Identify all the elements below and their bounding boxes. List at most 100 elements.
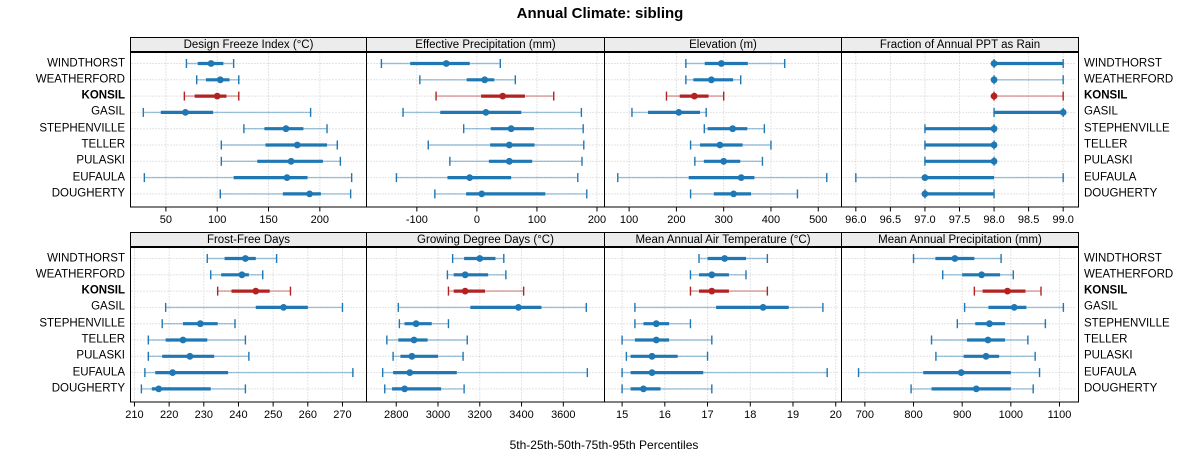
row-label-right-eufaula: EUFAULA xyxy=(1084,365,1137,378)
panel-title: Mean Annual Precipitation (mm) xyxy=(878,233,1042,246)
tick-label: 0 xyxy=(474,214,480,226)
errorbar-gasil xyxy=(397,302,587,312)
errorbar-teller xyxy=(147,335,247,345)
row-label-right-konsil: KONSIL xyxy=(1084,89,1128,102)
errorbar-gasil xyxy=(142,107,312,117)
errorbar-gasil xyxy=(963,302,1065,312)
errorbar-stephenville xyxy=(703,124,766,134)
row-label-left-weatherford: WEATHERFORD xyxy=(35,73,125,86)
row-label-right-teller: TELLER xyxy=(1084,138,1128,151)
panel-strip-mean-annual-air-temperature-c: Mean Annual Air Temperature (°C) xyxy=(604,232,842,247)
panel-plot-elevation-m: 100 200 300 400 500 xyxy=(604,52,842,226)
errorbar-windthorst xyxy=(185,59,235,68)
errorbar-gasil xyxy=(631,107,707,117)
tick-label: 500 xyxy=(809,214,827,226)
errorbar-gasil xyxy=(634,302,824,312)
errorbar-stephenville xyxy=(924,124,998,134)
row-label-right-weatherford: WEATHERFORD xyxy=(1084,73,1174,86)
row-label-right-dougherty: DOUGHERTY xyxy=(1084,382,1158,395)
errorbar-pulaski xyxy=(220,156,342,166)
row-label-right-windthorst: WINDTHORST xyxy=(1084,251,1162,264)
errorbar-konsil xyxy=(435,91,555,101)
errorbar-eufaula xyxy=(144,368,354,378)
tick-label: 400 xyxy=(762,214,780,226)
percentiles-caption: 5th-25th-50th-75th-95th Percentiles xyxy=(509,438,699,452)
errorbar-pulaski xyxy=(694,156,764,166)
errorbar-weatherford xyxy=(446,270,507,280)
errorbar-stephenville xyxy=(956,319,1047,329)
row-label-right-pulaski: PULASKI xyxy=(1084,349,1133,362)
row-label-left-konsil: KONSIL xyxy=(81,284,125,297)
panel-title: Mean Annual Air Temperature (°C) xyxy=(635,233,811,246)
panel-title: Design Freeze Index (°C) xyxy=(183,38,314,51)
errorbar-dougherty xyxy=(689,189,799,199)
row-label-left-weatherford: WEATHERFORD xyxy=(35,268,125,281)
tick-label: 230 xyxy=(195,409,213,421)
errorbar-konsil xyxy=(665,91,725,101)
panel-strip-fraction-of-annual-ppt-as-rain: Fraction of Annual PPT as Rain xyxy=(841,37,1079,52)
panel-plot-mean-annual-precipitation-mm: 700 800 900 1000 1100 xyxy=(841,247,1079,421)
tick-label: 18 xyxy=(744,409,756,421)
tick-label: 240 xyxy=(229,409,247,421)
row-label-right-gasil: GASIL xyxy=(1084,300,1118,313)
row-label-right-pulaski: PULASKI xyxy=(1084,154,1133,167)
row-label-left-windthorst: WINDTHORST xyxy=(47,56,125,69)
errorbar-konsil xyxy=(447,286,525,296)
row-label-right-gasil: GASIL xyxy=(1084,105,1118,118)
errorbar-dougherty xyxy=(910,384,1034,394)
tick-label: 260 xyxy=(299,409,317,421)
row-label-left-stephenville: STEPHENVILLE xyxy=(39,316,125,329)
tick-label: 270 xyxy=(333,409,351,421)
tick-label: 3400 xyxy=(509,409,533,421)
row-label-left-konsil: KONSIL xyxy=(81,89,125,102)
tick-label: 19 xyxy=(787,409,799,421)
errorbar-pulaski xyxy=(935,351,1036,361)
errorbar-pulaski xyxy=(147,351,250,361)
tick-label: 96.5 xyxy=(880,214,901,226)
row-label-right-weatherford: WEATHERFORD xyxy=(1084,268,1174,281)
panel-strip-frost-free-days: Frost-Free Days xyxy=(130,232,367,247)
tick-label: 3000 xyxy=(426,409,450,421)
tick-label: 100 xyxy=(208,214,226,226)
tick-label: 1100 xyxy=(1048,409,1072,421)
tick-label: 200 xyxy=(667,214,685,226)
panel-strip-effective-precipitation-mm: Effective Precipitation (mm) xyxy=(366,37,605,52)
errorbar-gasil xyxy=(993,107,1067,117)
row-label-left-teller: TELLER xyxy=(81,333,125,346)
panel-plot-frost-free-days: 210 220 230 240 250 260 270 xyxy=(125,247,367,421)
errorbar-eufaula xyxy=(143,173,353,183)
tick-label: 100 xyxy=(620,214,638,226)
errorbar-windthorst xyxy=(990,59,1064,68)
errorbar-konsil xyxy=(216,286,292,296)
errorbar-teller xyxy=(220,140,338,150)
tick-label: 3200 xyxy=(468,409,492,421)
errorbar-teller xyxy=(924,140,998,150)
tick-label: 50 xyxy=(160,214,172,226)
tick-label: 150 xyxy=(259,214,277,226)
errorbar-weatherford xyxy=(942,270,1014,280)
tick-label: 900 xyxy=(953,409,971,421)
panel-strip-growing-degree-days-c: Growing Degree Days (°C) xyxy=(366,232,605,247)
row-label-left-dougherty: DOUGHERTY xyxy=(51,187,125,200)
tick-label: -100 xyxy=(406,214,428,226)
errorbar-dougherty xyxy=(219,189,352,199)
row-label-right-teller: TELLER xyxy=(1084,333,1128,346)
tick-label: 1000 xyxy=(999,409,1023,421)
errorbar-stephenville xyxy=(462,124,584,134)
row-label-left-stephenville: STEPHENVILLE xyxy=(39,121,125,134)
errorbar-gasil xyxy=(164,302,344,312)
tick-label: 98.5 xyxy=(1018,214,1039,226)
panel-plot-design-freeze-index-c: 50 100 150 200 xyxy=(130,52,367,226)
panel-title: Growing Degree Days (°C) xyxy=(417,233,554,246)
tick-label: 200 xyxy=(588,214,606,226)
panel-plot-fraction-of-annual-ppt-as-rain: 96.0 96.5 97.0 97.5 98.0 98.5 99.0 xyxy=(841,52,1079,226)
tick-label: 3600 xyxy=(551,409,575,421)
panel-plot-growing-degree-days-c: 2800 3000 3200 3400 3600 xyxy=(366,247,605,421)
errorbar-dougherty xyxy=(434,189,588,199)
panel-strip-mean-annual-precipitation-mm: Mean Annual Precipitation (mm) xyxy=(841,232,1079,247)
panel-title: Effective Precipitation (mm) xyxy=(415,38,556,51)
row-label-right-windthorst: WINDTHORST xyxy=(1084,56,1162,69)
errorbar-weatherford xyxy=(689,270,747,280)
tick-label: 97.0 xyxy=(914,214,935,226)
panel-plot-effective-precipitation-mm: -100 0 100 200 xyxy=(366,52,606,226)
